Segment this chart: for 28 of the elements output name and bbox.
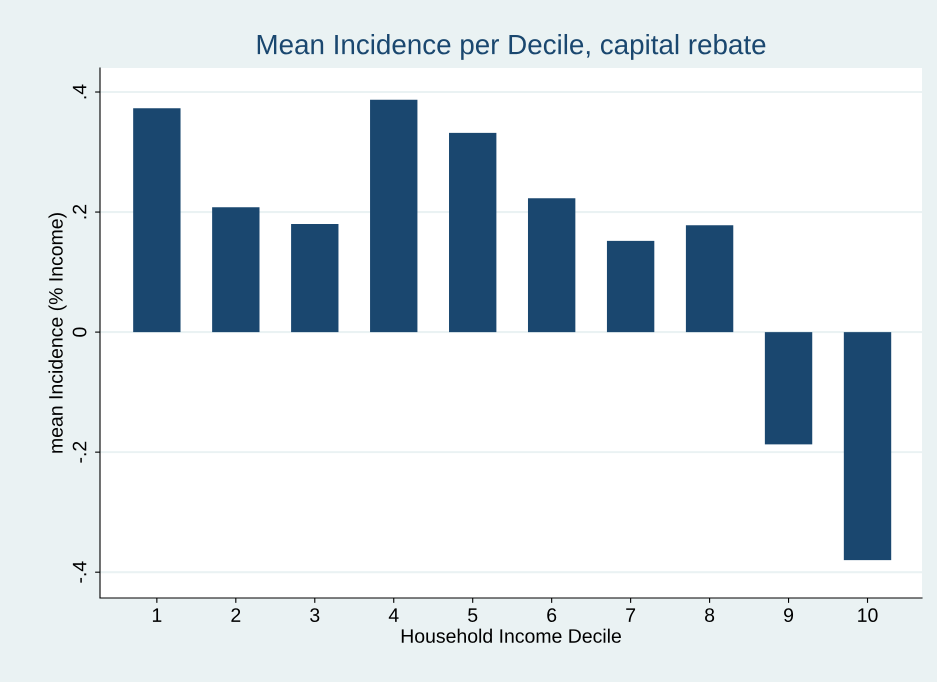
bar — [606, 240, 654, 332]
x-tick-label: 2 — [231, 608, 240, 622]
y-tick-label: .4 — [72, 84, 86, 98]
bar — [528, 198, 576, 332]
x-axis-title: Household Income Decile — [402, 628, 621, 643]
chart-title: Mean Incidence per Decile, capital rebate — [258, 34, 766, 60]
bar — [370, 100, 418, 332]
bar — [291, 224, 338, 332]
x-tick-label: 4 — [388, 608, 399, 622]
x-tick-label: 9 — [784, 608, 794, 622]
bar — [449, 132, 496, 332]
bar — [133, 108, 181, 332]
x-tick-label: 5 — [468, 608, 478, 622]
bar — [844, 332, 892, 560]
x-tick-label: 7 — [626, 608, 636, 622]
y-tick-label: .2 — [72, 204, 86, 218]
x-tick-label: 1 — [152, 608, 162, 622]
bar — [764, 332, 812, 444]
x-tick-label: 6 — [547, 608, 556, 622]
y-tick-label: -.4 — [72, 561, 86, 583]
x-tick-label: 8 — [705, 608, 714, 622]
bar — [686, 225, 734, 332]
y-tick-label: -.2 — [72, 442, 86, 463]
y-tick-label: 0 — [72, 327, 86, 337]
x-tick-label: 10 — [858, 608, 878, 622]
x-tick-label: 3 — [310, 608, 320, 622]
bar — [212, 207, 260, 332]
y-axis-title: mean Incidence (% Income) — [48, 213, 67, 453]
